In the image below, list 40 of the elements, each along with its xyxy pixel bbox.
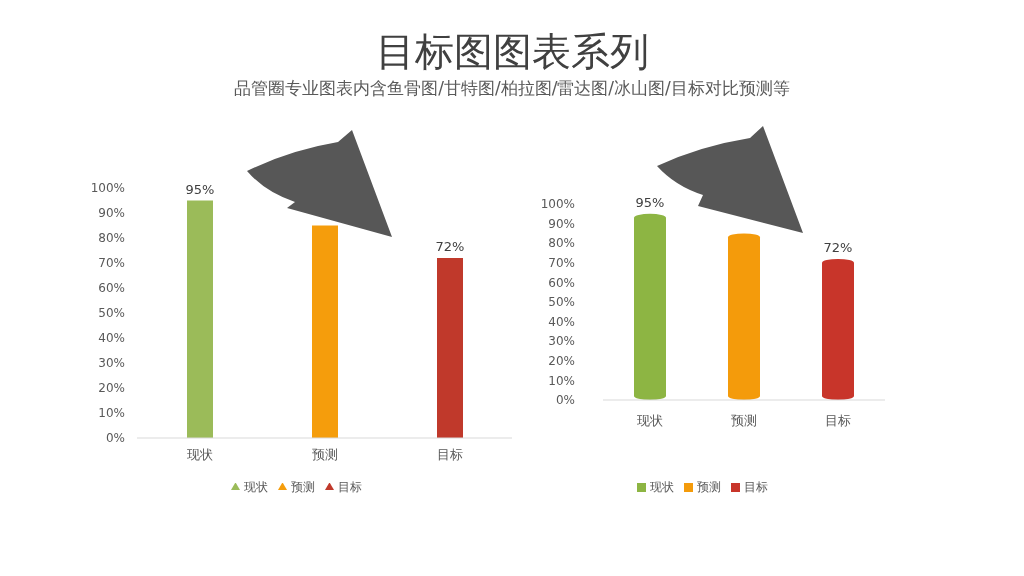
y-tick-label: 10% [548, 373, 575, 388]
y-tick-label: 90% [548, 216, 575, 231]
y-tick-label: 100% [90, 181, 125, 196]
y-tick-label: 80% [98, 231, 125, 246]
x-tick-label: 目标 [436, 447, 463, 463]
y-tick-label: 70% [548, 256, 575, 271]
y-tick-label: 60% [98, 281, 125, 296]
legend-label: 现状 [650, 480, 674, 494]
legend-label: 目标 [744, 480, 768, 494]
data-label: 95% [635, 194, 665, 210]
legend-label: 预测 [290, 480, 315, 494]
y-tick-label: 30% [548, 334, 575, 349]
legend-label: 目标 [337, 480, 362, 494]
y-tick-label: 40% [98, 331, 125, 346]
y-tick-label: 50% [98, 306, 125, 321]
y-tick-label: 10% [98, 406, 125, 421]
legend-label: 预测 [697, 480, 721, 494]
x-tick-label: 目标 [825, 413, 851, 429]
data-label: 72% [823, 239, 853, 255]
y-tick-label: 80% [548, 236, 575, 251]
y-tick-label: 20% [548, 354, 575, 369]
chart-subtitle: 品管圈专业图表内含鱼骨图/甘特图/柏拉图/雷达图/冰山图/目标对比预测等 [233, 78, 791, 99]
x-tick-label: 现状 [186, 447, 213, 463]
y-tick-label: 100% [540, 197, 575, 212]
y-tick-label: 0% [555, 393, 575, 408]
x-tick-label: 预测 [731, 413, 757, 429]
x-tick-label: 现状 [637, 413, 663, 429]
y-tick-label: 30% [98, 356, 125, 371]
data-label: 72% [435, 239, 465, 254]
legend-label: 现状 [243, 480, 268, 494]
data-label: 95% [185, 181, 215, 197]
y-tick-label: 60% [548, 275, 575, 290]
y-tick-label: 0% [105, 431, 125, 446]
x-tick-label: 预测 [311, 447, 338, 463]
chart-title: 目标图图表系列 [374, 29, 650, 75]
y-tick-label: 20% [98, 381, 125, 396]
y-tick-label: 50% [548, 295, 575, 310]
y-tick-label: 90% [98, 206, 125, 221]
y-tick-label: 40% [548, 314, 575, 329]
y-tick-label: 70% [98, 256, 125, 271]
